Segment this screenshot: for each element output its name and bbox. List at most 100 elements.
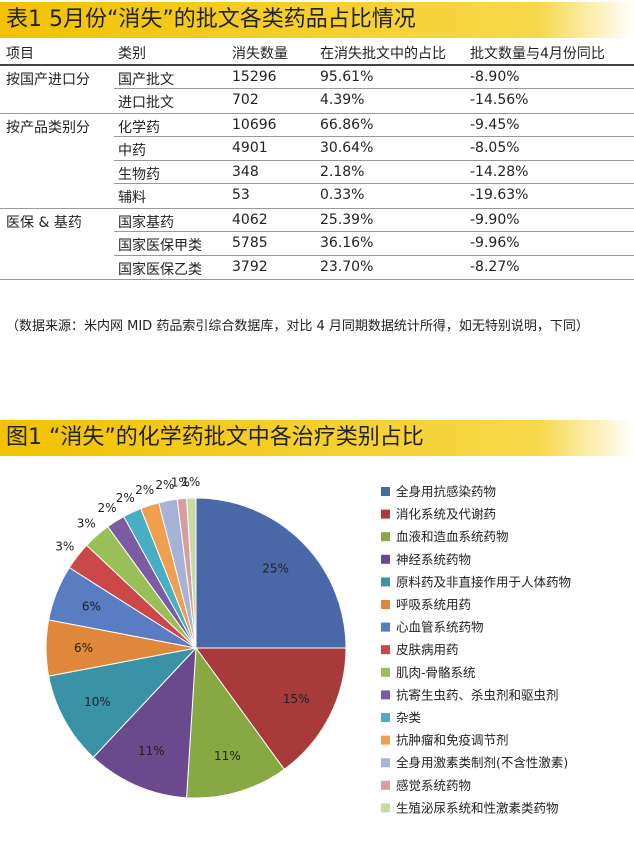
table-cell: 36.16% [320, 235, 374, 251]
table-cell: -8.05% [470, 140, 520, 156]
legend-swatch [381, 532, 390, 542]
legend-swatch [381, 713, 390, 722]
table-cell: 化学药 [118, 119, 160, 136]
group-name: 按产品类别分 [6, 119, 90, 136]
table-cell: -9.96% [470, 235, 520, 251]
legend-swatch [381, 622, 390, 632]
table-cell: 10696 [232, 116, 277, 133]
legend-label: 杂类 [396, 710, 422, 725]
table-row: 按国产进口分 国产批文 15296 95.61% -8.90% [0, 65, 634, 89]
table-row: 辅料 53 0.33% -19.63% [0, 184, 634, 209]
table-cell: -8.90% [470, 68, 520, 85]
table-row: 生物药 348 2.18% -14.28% [0, 160, 634, 184]
data-label: 10% [84, 695, 111, 709]
data-label: 2% [98, 501, 117, 515]
legend-swatch [381, 509, 390, 519]
group-name: 按国产进口分 [6, 71, 90, 88]
table-cell: 25.39% [320, 211, 374, 228]
legend-swatch [381, 780, 390, 790]
table-cell: -9.45% [470, 116, 520, 133]
data-label: 6% [74, 641, 93, 655]
table-cell: 进口批文 [118, 95, 174, 111]
data-label: 3% [77, 516, 96, 530]
table-title: 表1 5月份“消失”的批文各类药品占比情况 [0, 2, 634, 38]
pie-slice [195, 497, 347, 649]
pie-slice [48, 647, 198, 759]
data-label: 2% [116, 491, 135, 505]
legend-label: 神经系统药物 [396, 552, 471, 567]
legend-label: 呼吸系统用药 [396, 597, 471, 612]
legend-swatch [381, 667, 390, 677]
table-row: 中药 4901 30.64% -8.05% [0, 137, 634, 161]
table-cell: 66.86% [320, 116, 374, 133]
data-label: 2% [155, 478, 174, 492]
data-label: 1% [171, 476, 190, 490]
table-row: 国家医保乙类 3792 23.70% -8.27% [0, 256, 634, 280]
legend-swatch [381, 690, 390, 700]
legend-label: 抗寄生虫药、杀虫剂和驱虫剂 [396, 687, 559, 702]
table-row: 按产品类别分 化学药 10696 66.86% -9.45% [0, 113, 634, 137]
table-cell: 生物药 [118, 166, 160, 183]
table-cell: 国产批文 [118, 71, 174, 88]
table-cell: 国家医保甲类 [118, 238, 202, 254]
table-cell: 国家基药 [118, 214, 174, 231]
pie-slice [186, 497, 197, 649]
table-cell: 5785 [232, 235, 268, 251]
table-cell: 中药 [118, 143, 146, 159]
table-cell: -9.90% [470, 211, 520, 228]
legend-label: 全身用激素类制剂(不含性激素) [396, 755, 568, 770]
table-cell: 辅料 [118, 190, 146, 206]
pie-slice [186, 646, 285, 799]
legend-label: 感觉系统药物 [396, 778, 471, 793]
table-cell: 4901 [232, 140, 268, 156]
column-header: 项目 [6, 46, 34, 62]
table-row: 项目 类别 消失数量 在消失批文中的占比 批文数量与4月份同比 [0, 40, 634, 66]
column-header: 批文数量与4月份同比 [470, 46, 605, 62]
legend-swatch [381, 554, 390, 564]
table-row: 国家医保甲类 5785 36.16% -9.96% [0, 232, 634, 256]
legend-label: 全身用抗感染药物 [396, 484, 496, 499]
column-header: 在消失批文中的占比 [320, 46, 446, 62]
note: （数据来源：米内网 MID 药品索引综合数据库，对比 4 月同期数据统计所得，如… [6, 319, 589, 334]
table-cell: -19.63% [470, 187, 529, 203]
legend-label: 抗肿瘤和免疫调节剂 [396, 733, 509, 748]
legend-swatch [381, 758, 390, 768]
data-label: 6% [82, 600, 101, 614]
legend-label: 心血管系统药物 [396, 620, 484, 635]
column-header: 消失数量 [232, 46, 288, 62]
table-cell: 国家医保乙类 [118, 261, 202, 278]
legend-label: 肌肉-骨骼系统 [396, 665, 476, 680]
data-label: 1% [181, 475, 200, 489]
data-label: 2% [135, 483, 154, 497]
legend-swatch [381, 645, 390, 655]
table-cell: -8.27% [470, 258, 520, 275]
legend-label: 消化系统及代谢药 [396, 507, 496, 522]
legend-swatch [381, 600, 390, 609]
legend-swatch [381, 577, 390, 587]
data-label: 25% [262, 561, 289, 575]
table-cell: 3792 [232, 258, 268, 275]
table-cell: 4062 [232, 211, 268, 228]
table-cell: -14.56% [470, 92, 529, 108]
table-cell: 2.18% [320, 163, 365, 180]
data-label: 11% [138, 744, 165, 758]
legend-label: 原料药及非直接作用于人体药物 [396, 574, 571, 589]
table-cell: 30.64% [320, 140, 374, 156]
table-cell: -14.28% [470, 163, 529, 180]
group-name: 医保 & 基药 [6, 214, 82, 231]
table-cell: 348 [232, 163, 259, 180]
legend-swatch [381, 735, 390, 745]
table-row: 医保 & 基药 国家基药 4062 25.39% -9.90% [0, 208, 634, 232]
legend-swatch [381, 487, 390, 496]
legend-label: 血液和造血系统药物 [396, 529, 509, 544]
column-header: 类别 [118, 46, 146, 62]
table-cell: 15296 [232, 68, 277, 85]
chart: 25%15%11%11%10%6%6%3%3%2%2%2% 2%1%1%全身用抗感… [45, 475, 571, 815]
data-label: 3% [55, 539, 74, 553]
table-cell: 95.61% [320, 68, 374, 85]
chart-title: 图1 “消失”的化学药批文中各治疗类别占比 [0, 420, 634, 456]
table-cell: 0.33% [320, 187, 365, 203]
data-label: 15% [283, 692, 310, 706]
table-cell: 53 [232, 187, 250, 203]
